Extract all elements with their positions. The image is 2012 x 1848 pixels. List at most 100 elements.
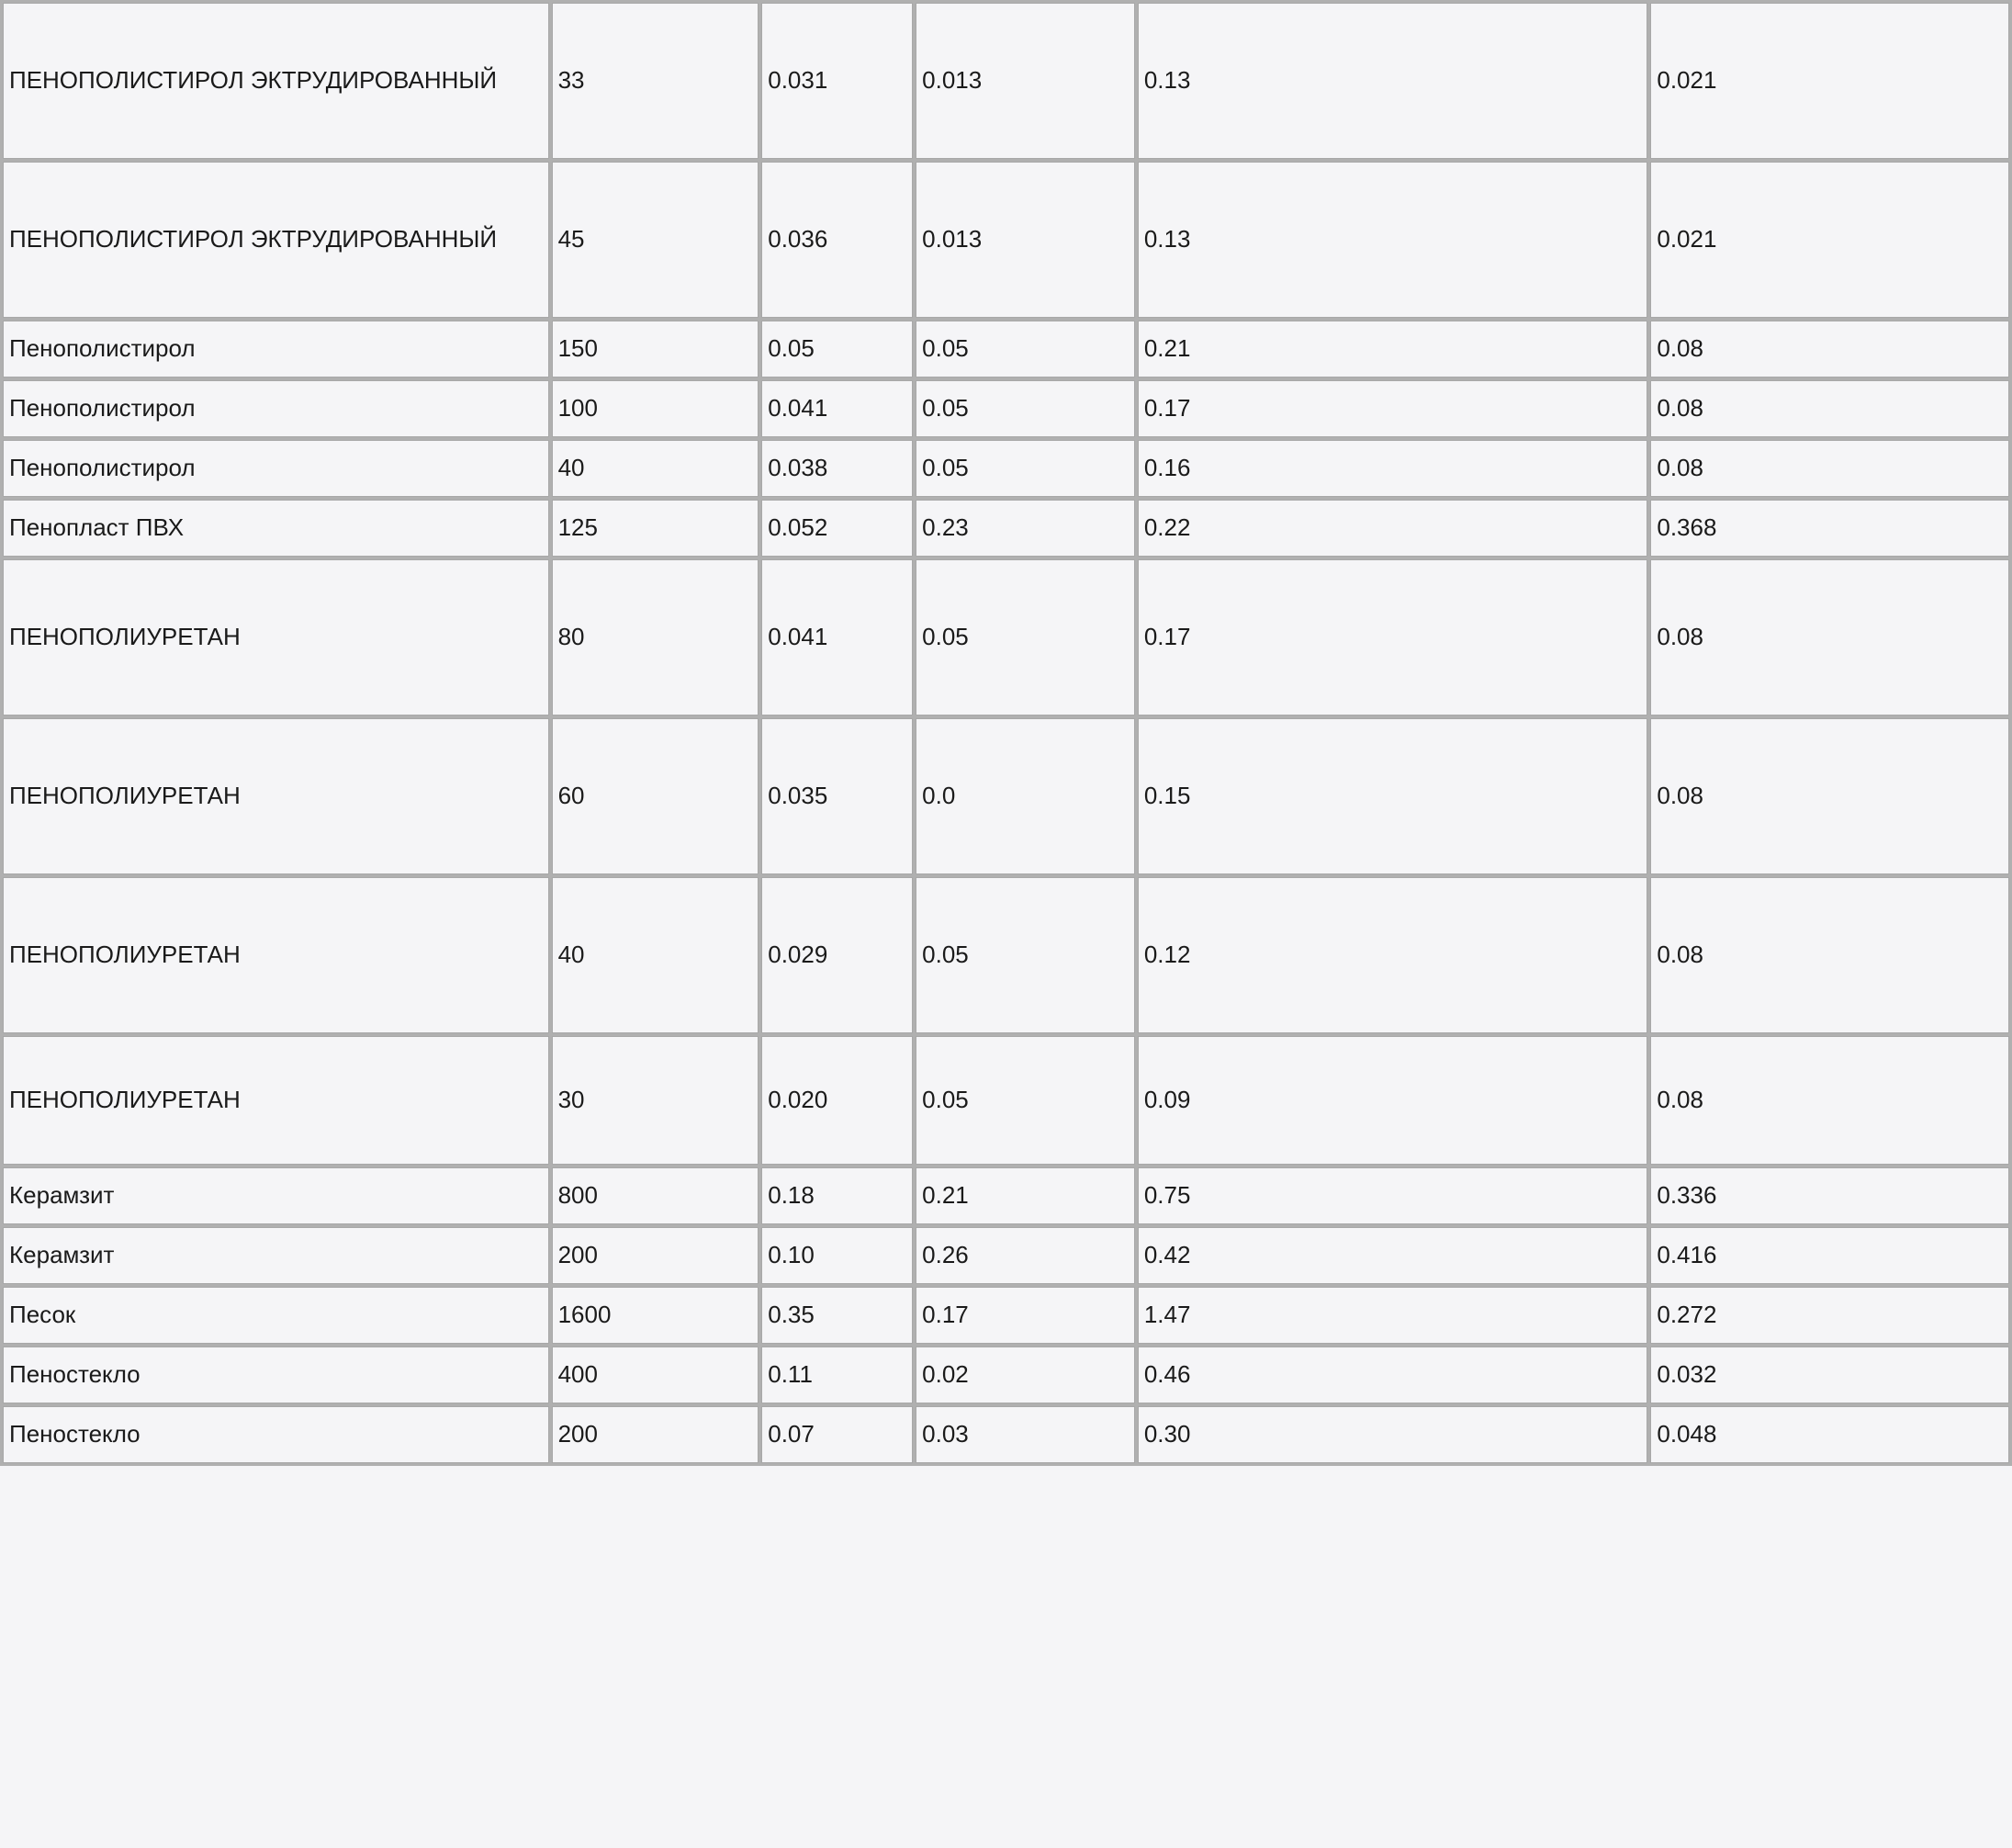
table-cell: Пенополистирол: [3, 440, 549, 497]
table-cell: 100: [552, 380, 759, 437]
table-cell: ПЕНОПОЛИУРЕТАН: [3, 559, 549, 716]
table-cell: ПЕНОПОЛИУРЕТАН: [3, 877, 549, 1033]
table-cell: 0.17: [916, 1287, 1135, 1344]
table-cell: 0.16: [1138, 440, 1648, 497]
table-row: ПЕНОПОЛИУРЕТАН400.0290.050.120.08: [3, 877, 2009, 1033]
table-cell: Пенопласт ПВХ: [3, 500, 549, 557]
table-cell: ПЕНОПОЛИУРЕТАН: [3, 718, 549, 874]
table-cell: 80: [552, 559, 759, 716]
table-cell: 0.08: [1650, 718, 2009, 874]
table-row: Керамзит8000.180.210.750.336: [3, 1167, 2009, 1224]
table-cell: 0.05: [916, 1036, 1135, 1165]
table-cell: 0.036: [761, 162, 913, 318]
table-cell: 200: [552, 1406, 759, 1463]
table-row: ПЕНОПОЛИСТИРОЛ ЭКТРУДИРОВАННЫЙ330.0310.0…: [3, 3, 2009, 159]
table-cell: 0.052: [761, 500, 913, 557]
table-cell: 0.021: [1650, 162, 2009, 318]
table-cell: 0.032: [1650, 1347, 2009, 1403]
table-cell: Керамзит: [3, 1227, 549, 1284]
table-cell: Пеностекло: [3, 1347, 549, 1403]
table-row: ПЕНОПОЛИСТИРОЛ ЭКТРУДИРОВАННЫЙ450.0360.0…: [3, 162, 2009, 318]
table-cell: ПЕНОПОЛИСТИРОЛ ЭКТРУДИРОВАННЫЙ: [3, 3, 549, 159]
table-cell: 0.35: [761, 1287, 913, 1344]
table-cell: 0.038: [761, 440, 913, 497]
table-cell: 150: [552, 321, 759, 377]
table-cell: 0.11: [761, 1347, 913, 1403]
table-cell: 0.05: [916, 559, 1135, 716]
table-cell: 40: [552, 877, 759, 1033]
table-cell: 0.05: [916, 440, 1135, 497]
table-cell: 0.23: [916, 500, 1135, 557]
table-row: Пенополистирол400.0380.050.160.08: [3, 440, 2009, 497]
table-cell: 0.22: [1138, 500, 1648, 557]
table-cell: 33: [552, 3, 759, 159]
table-cell: 0.08: [1650, 877, 2009, 1033]
table-cell: 0.17: [1138, 380, 1648, 437]
table-cell: 0.0: [916, 718, 1135, 874]
table-cell: Пенополистирол: [3, 321, 549, 377]
table-cell: 0.048: [1650, 1406, 2009, 1463]
table-cell: 0.013: [916, 3, 1135, 159]
table-row: ПЕНОПОЛИУРЕТАН800.0410.050.170.08: [3, 559, 2009, 716]
table-cell: 0.08: [1650, 380, 2009, 437]
table-cell: 0.020: [761, 1036, 913, 1165]
table-cell: 1600: [552, 1287, 759, 1344]
table-cell: 0.12: [1138, 877, 1648, 1033]
table-cell: 0.035: [761, 718, 913, 874]
table-row: Пеностекло2000.070.030.300.048: [3, 1406, 2009, 1463]
table-row: Пеностекло4000.110.020.460.032: [3, 1347, 2009, 1403]
table-cell: 0.041: [761, 559, 913, 716]
table-cell: 0.05: [761, 321, 913, 377]
table-cell: 0.02: [916, 1347, 1135, 1403]
table-cell: Керамзит: [3, 1167, 549, 1224]
table-cell: 30: [552, 1036, 759, 1165]
table-cell: 0.03: [916, 1406, 1135, 1463]
table-cell: 400: [552, 1347, 759, 1403]
table-cell: 0.041: [761, 380, 913, 437]
materials-table-body: ПЕНОПОЛИСТИРОЛ ЭКТРУДИРОВАННЫЙ330.0310.0…: [3, 3, 2009, 1463]
table-cell: 0.05: [916, 877, 1135, 1033]
table-cell: 0.021: [1650, 3, 2009, 159]
table-row: Пенопласт ПВХ1250.0520.230.220.368: [3, 500, 2009, 557]
table-cell: 800: [552, 1167, 759, 1224]
table-cell: ПЕНОПОЛИСТИРОЛ ЭКТРУДИРОВАННЫЙ: [3, 162, 549, 318]
table-cell: 125: [552, 500, 759, 557]
table-cell: 0.08: [1650, 440, 2009, 497]
table-cell: 0.46: [1138, 1347, 1648, 1403]
table-cell: 0.416: [1650, 1227, 2009, 1284]
table-cell: 0.08: [1650, 559, 2009, 716]
table-cell: 0.75: [1138, 1167, 1648, 1224]
table-cell: 45: [552, 162, 759, 318]
table-cell: 0.21: [916, 1167, 1135, 1224]
table-cell: 0.013: [916, 162, 1135, 318]
table-cell: 0.09: [1138, 1036, 1648, 1165]
table-row: Песок16000.350.171.470.272: [3, 1287, 2009, 1344]
materials-table: ПЕНОПОЛИСТИРОЛ ЭКТРУДИРОВАННЫЙ330.0310.0…: [0, 0, 2012, 1466]
table-cell: 0.21: [1138, 321, 1648, 377]
table-cell: 0.13: [1138, 3, 1648, 159]
table-cell: 60: [552, 718, 759, 874]
table-row: ПЕНОПОЛИУРЕТАН300.0200.050.090.08: [3, 1036, 2009, 1165]
table-cell: Песок: [3, 1287, 549, 1344]
table-cell: 1.47: [1138, 1287, 1648, 1344]
table-row: Пенополистирол1000.0410.050.170.08: [3, 380, 2009, 437]
table-cell: 0.17: [1138, 559, 1648, 716]
table-cell: 0.031: [761, 3, 913, 159]
table-row: Керамзит2000.100.260.420.416: [3, 1227, 2009, 1284]
table-cell: 0.18: [761, 1167, 913, 1224]
table-cell: 0.26: [916, 1227, 1135, 1284]
table-cell: ПЕНОПОЛИУРЕТАН: [3, 1036, 549, 1165]
table-row: Пенополистирол1500.050.050.210.08: [3, 321, 2009, 377]
table-cell: 0.13: [1138, 162, 1648, 318]
table-cell: 0.272: [1650, 1287, 2009, 1344]
table-cell: 0.368: [1650, 500, 2009, 557]
table-cell: 0.10: [761, 1227, 913, 1284]
table-cell: 0.07: [761, 1406, 913, 1463]
table-cell: 0.05: [916, 321, 1135, 377]
table-row: ПЕНОПОЛИУРЕТАН600.0350.00.150.08: [3, 718, 2009, 874]
table-cell: 0.15: [1138, 718, 1648, 874]
table-cell: 0.08: [1650, 1036, 2009, 1165]
table-cell: 0.42: [1138, 1227, 1648, 1284]
table-cell: 0.336: [1650, 1167, 2009, 1224]
table-cell: 0.30: [1138, 1406, 1648, 1463]
